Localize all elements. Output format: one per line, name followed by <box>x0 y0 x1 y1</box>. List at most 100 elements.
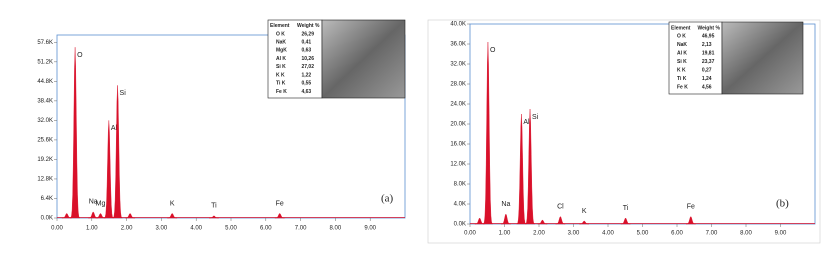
table-cell: 0,63 <box>301 48 311 54</box>
y-tick-label: 12.8K <box>37 177 53 183</box>
peak <box>209 215 219 219</box>
y-tick-label: 38.4K <box>37 98 53 104</box>
x-tick-label: 8.00 <box>330 226 342 232</box>
x-tick-label: 3.00 <box>568 231 580 237</box>
peak <box>525 108 535 225</box>
peak-label: Si <box>532 114 539 121</box>
x-tick-label: 4.00 <box>602 231 614 237</box>
x-tick-label: 9.00 <box>364 226 376 232</box>
y-tick-label: 0.0K <box>41 216 53 222</box>
y-tick-label: 32.0K <box>37 118 53 124</box>
table-cell: NaK <box>677 42 687 48</box>
table-header: Element <box>270 23 290 29</box>
panel-label: (b) <box>776 198 789 210</box>
x-tick-label: 5.00 <box>225 226 237 232</box>
table-header: Weight % <box>698 25 721 31</box>
x-tick-label: 1.00 <box>499 231 511 237</box>
table-cell: 0,55 <box>301 81 311 87</box>
x-tick-label: 0.00 <box>51 226 63 232</box>
y-tick-label: 8.0K <box>454 182 466 188</box>
peak-label: K <box>582 208 587 215</box>
peak-label: Fe <box>276 200 284 207</box>
y-tick-label: 57.6K <box>37 40 53 46</box>
table-cell: 27,02 <box>301 64 314 70</box>
inset-table <box>267 19 323 99</box>
y-tick-label: 32.0K <box>450 62 466 68</box>
x-tick-label: 6.00 <box>260 226 272 232</box>
table-cell: Si K <box>677 59 687 65</box>
peak <box>88 211 99 219</box>
table-cell: 23,37 <box>702 59 715 65</box>
peak <box>112 85 123 219</box>
inset-image <box>721 21 804 95</box>
peak-label: Si <box>120 90 127 97</box>
table-cell: Ti K <box>276 81 286 87</box>
peak-label: Na <box>501 201 510 208</box>
y-tick-label: 44.8K <box>37 79 53 85</box>
peak-label: Ti <box>623 205 629 212</box>
peak-label: O <box>490 47 496 54</box>
peak-label: Cl <box>557 203 564 210</box>
y-tick-label: 25.6K <box>37 137 53 143</box>
y-tick-label: 6.4K <box>41 196 53 202</box>
table-cell: 26,29 <box>301 31 314 37</box>
table-cell: Al K <box>276 56 286 62</box>
x-tick-label: 2.00 <box>533 231 545 237</box>
peak-label: Al <box>111 125 118 132</box>
peak <box>70 47 81 219</box>
table-cell: 0,41 <box>301 39 311 45</box>
table-cell: 1,22 <box>301 72 311 78</box>
table-cell: Ti K <box>677 76 687 82</box>
x-tick-label: 7.00 <box>706 231 718 237</box>
inset-table <box>668 21 723 95</box>
x-tick-label: 6.00 <box>671 231 683 237</box>
table-cell: 0,27 <box>702 68 712 74</box>
x-tick-label: 2.00 <box>121 226 133 232</box>
x-tick-label: 5.00 <box>637 231 649 237</box>
inset-image <box>321 19 406 99</box>
table-cell: K K <box>677 68 686 74</box>
x-tick-label: 1.00 <box>86 226 98 232</box>
peak-label: O <box>77 52 83 59</box>
table-cell: Fe K <box>276 89 287 95</box>
y-tick-label: 51.2K <box>37 59 53 65</box>
y-tick-label: 0.0K <box>454 222 466 228</box>
peak-label: Na <box>89 199 98 206</box>
table-cell: Si K <box>276 64 286 70</box>
peak <box>103 120 114 219</box>
x-tick-label: 3.00 <box>156 226 168 232</box>
y-tick-label: 28.0K <box>450 82 466 88</box>
peak-label: K <box>170 200 175 207</box>
x-tick-label: 9.00 <box>775 231 787 237</box>
peak-label: Fe <box>687 203 695 210</box>
table-cell: 19,81 <box>702 51 715 57</box>
table-header: Element <box>671 25 691 31</box>
y-tick-label: 19.2K <box>37 157 53 163</box>
table-cell: 10,26 <box>301 56 314 62</box>
peak <box>555 216 566 225</box>
peak <box>501 213 511 225</box>
table-cell: MgK <box>276 48 287 54</box>
table-cell: Fe K <box>677 85 688 91</box>
peak-label: Mg <box>96 200 106 207</box>
y-tick-label: 12.0K <box>450 162 466 168</box>
table-cell: 46,95 <box>702 34 715 40</box>
y-tick-label: 20.0K <box>450 122 466 128</box>
peak <box>482 41 494 225</box>
y-tick-label: 40.0K <box>450 22 466 28</box>
x-tick-label: 4.00 <box>190 226 202 232</box>
table-cell: K K <box>276 72 285 78</box>
table-cell: Al K <box>677 51 687 57</box>
x-tick-label: 7.00 <box>295 226 307 232</box>
y-tick-label: 4.0K <box>454 202 466 208</box>
table-header: Weight % <box>297 23 320 29</box>
panel-frame <box>427 19 821 244</box>
y-tick-label: 16.0K <box>450 142 466 148</box>
table-cell: 2,13 <box>702 42 712 48</box>
y-tick-label: 24.0K <box>450 102 466 108</box>
panel-label: (a) <box>381 193 394 205</box>
table-cell: O K <box>276 31 285 37</box>
table-cell: 4,56 <box>702 85 712 91</box>
